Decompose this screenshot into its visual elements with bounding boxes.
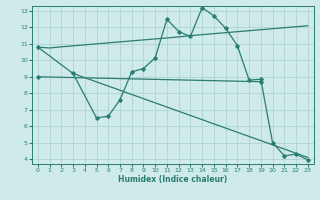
X-axis label: Humidex (Indice chaleur): Humidex (Indice chaleur): [118, 175, 228, 184]
